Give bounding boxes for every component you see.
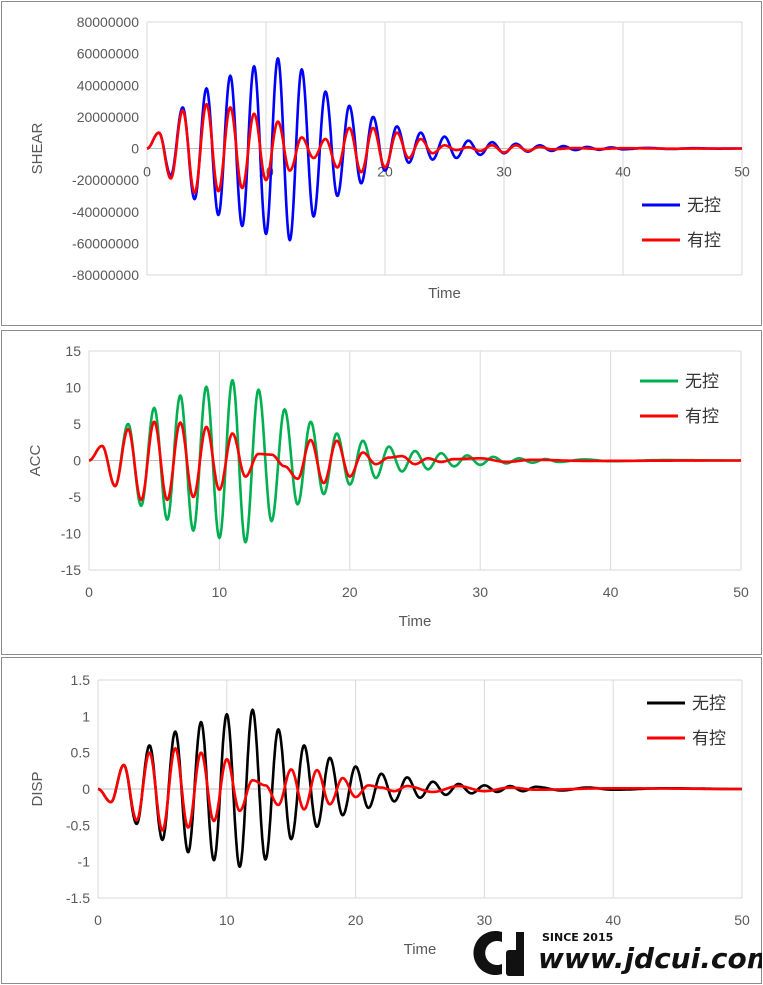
y-tick-label: -40000000 [72,204,139,220]
y-tick-label: 40000000 [77,77,140,93]
x-tick-label: 50 [734,164,750,180]
x-axis-label: Time [404,941,437,958]
y-axis-label: SHEAR [29,122,46,174]
x-tick-label: 20 [348,912,364,928]
y-tick-label: 20000000 [77,109,140,125]
x-tick-label: 30 [472,584,488,600]
x-tick-label: 40 [605,912,621,928]
y-tick-label: 80000000 [77,14,140,30]
y-tick-label: -80000000 [72,267,139,283]
y-tick-label: 0 [73,453,81,469]
y-tick-label: 10 [65,380,81,396]
x-tick-label: 0 [85,584,93,600]
y-tick-label: -0.5 [66,817,90,833]
disp-chart: 1.510.50-0.5-1-1.50 10 20 30 40 50TimeDISP无控有… [29,672,750,958]
x-axis-label: Time [428,285,461,302]
x-tick-label: 30 [496,164,512,180]
y-tick-label: 0 [131,141,139,157]
y-tick-label: -20000000 [72,172,139,188]
y-tick-label: 1.5 [71,672,91,688]
shear-chart: 800000006000000040000000200000000-200000… [29,14,750,302]
legend-label: 无控 [685,372,719,392]
disp-chart-panel: 1.5 1 0.5 0 -0.5 -1 -1.5 0 10 20 30 40 50 Time DISP 无控有… [1,657,762,984]
y-tick-label: -60000000 [72,235,139,251]
x-tick-label: 0 [94,912,102,928]
y-axis-label: ACC [27,444,44,476]
watermark: SINCE 2015 www.jdcui.com [472,926,762,982]
x-tick-label: 20 [342,584,358,600]
series-line-controlled [146,102,742,195]
watermark-since: SINCE 2015 [542,931,613,944]
watermark-url: www.jdcui.com [538,942,762,975]
x-tick-label: 30 [477,912,493,928]
watermark-logo: SINCE 2015 www.jdcui.com [473,931,762,976]
y-axis-label: DISP [29,771,46,806]
series-line-controlled [88,420,741,502]
x-tick-label: 50 [733,584,749,600]
x-tick-label: 10 [212,584,228,600]
y-tick-label: 15 [65,343,81,359]
shear-chart-panel: 80000000 60000000 40000000 20000000 0 -200000… [1,1,762,326]
legend-label: 无控 [692,694,726,714]
y-tick-label: 0.5 [71,745,91,761]
y-tick-label: 60000000 [77,46,140,62]
x-tick-label: 50 [734,912,750,928]
series-line-controlled [97,747,742,832]
x-tick-label: 40 [603,584,619,600]
legend-label: 有控 [692,729,726,749]
y-tick-label: -1 [78,854,91,870]
legend-label: 无控 [687,196,721,216]
y-tick-label: 1 [82,708,90,724]
acc-chart-panel: 15 10 5 0 -5 -10 -15 0 10 20 30 40 50 Time ACC 无控 有控 [1,330,762,655]
y-tick-label: -15 [61,562,81,578]
y-tick-label: -10 [61,526,81,542]
y-tick-label: 0 [82,781,90,797]
legend-label: 有控 [685,407,719,427]
x-tick-label: 0 [143,164,151,180]
x-axis-label: Time [399,613,432,630]
x-tick-label: 40 [615,164,631,180]
x-tick-label: 10 [219,912,235,928]
y-tick-label: 5 [73,416,81,432]
y-tick-label: -5 [69,489,82,505]
legend-label: 有控 [687,231,721,251]
y-tick-label: -1.5 [66,890,90,906]
